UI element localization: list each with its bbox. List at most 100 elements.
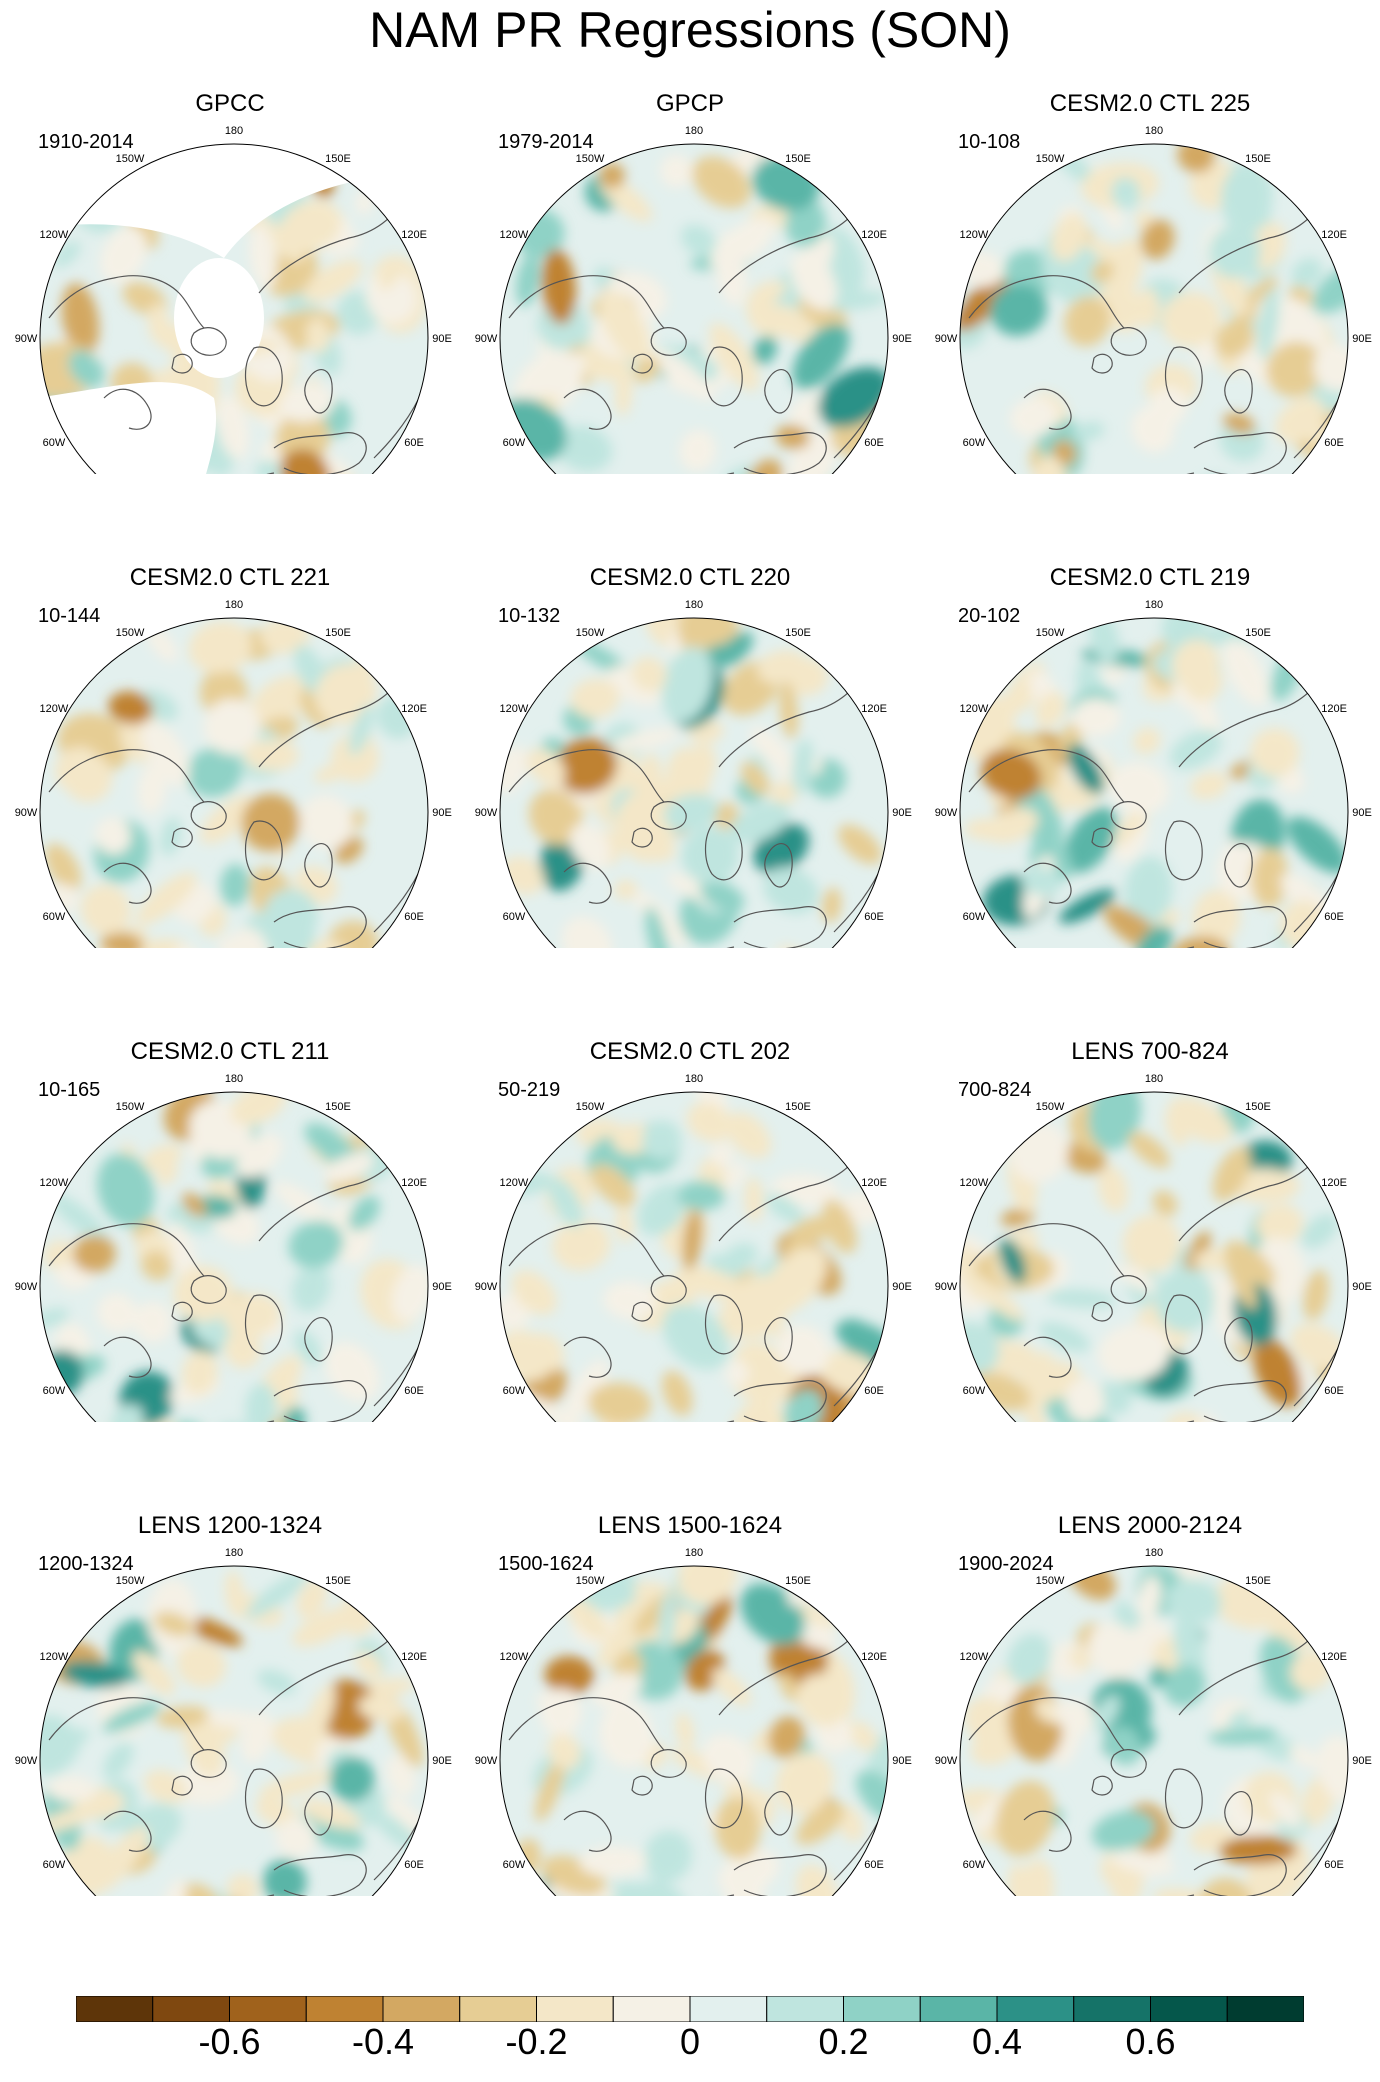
- map-boundary: [959, 1091, 1349, 1422]
- longitude-label: 150W: [1036, 1101, 1065, 1113]
- contour-region: [1223, 639, 1269, 707]
- contour-region: [724, 1243, 758, 1269]
- polar-map: 180150E120E90E60E30E030W60W90W120W150W: [15, 1073, 452, 1422]
- colorbar-tick-label: 0: [679, 2021, 701, 2062]
- contour-region: [526, 748, 566, 787]
- longitude-label: 180: [685, 1073, 703, 1085]
- longitude-label: 60E: [864, 911, 884, 923]
- coastline: [631, 827, 653, 848]
- contour-region: [1287, 816, 1348, 874]
- contour-region: [102, 1701, 161, 1733]
- contour-region: [1021, 866, 1062, 897]
- coastline: [968, 1697, 1125, 1751]
- contour-region: [95, 817, 132, 855]
- contour-region: [677, 1566, 738, 1605]
- contour-region: [1045, 1289, 1117, 1309]
- contour-region: [731, 1399, 791, 1422]
- coastline: [304, 368, 333, 414]
- contour-region: [243, 739, 299, 772]
- contour-region: [1220, 162, 1273, 233]
- contour-region: [677, 1180, 726, 1211]
- contour-region: [1167, 1097, 1233, 1143]
- coastline: [1091, 827, 1113, 848]
- contour-region: [1097, 1324, 1171, 1382]
- longitude-label: 120W: [960, 1651, 989, 1663]
- coastline: [273, 1854, 367, 1896]
- contour-region: [555, 737, 618, 794]
- longitude-label: 120W: [500, 1651, 529, 1663]
- contour-region: [354, 1651, 383, 1679]
- polar-map: 180150E120E90E60E30E030W60W90W120W150W: [935, 599, 1372, 948]
- contour-region: [1095, 1381, 1132, 1415]
- contour-region: [378, 262, 402, 290]
- contour-region: [1230, 276, 1278, 331]
- coastline: [650, 1749, 687, 1778]
- colorbar-box: [919, 1996, 998, 2022]
- contour-region: [1214, 320, 1255, 359]
- contour-region: [263, 888, 319, 944]
- contour-region: [323, 1152, 375, 1183]
- coastline: [733, 1854, 827, 1896]
- longitude-label: 120E: [1321, 229, 1347, 241]
- contour-region: [613, 879, 638, 900]
- contour-region: [348, 1196, 380, 1231]
- coastline: [733, 432, 827, 474]
- contour-region: [275, 1817, 317, 1858]
- contour-region: [699, 880, 745, 911]
- contour-region: [329, 1756, 375, 1802]
- contour-region: [678, 429, 717, 472]
- map-panel: CESM2.0 CTL 21920-102180150E120E90E60E30…: [920, 474, 1380, 948]
- colorbar-box: [612, 1996, 691, 2022]
- contour-region: [103, 1742, 134, 1779]
- contour-region: [682, 1208, 703, 1271]
- contour-region: [632, 890, 688, 947]
- coastline: [1193, 432, 1287, 474]
- contour-region: [985, 808, 1039, 844]
- contour-region: [1275, 397, 1326, 444]
- longitude-label: 120W: [40, 1651, 69, 1663]
- colorbar-box: [459, 1996, 537, 2022]
- contour-region: [40, 1805, 100, 1833]
- contour-region: [1191, 889, 1241, 948]
- longitude-label: 120E: [1321, 703, 1347, 715]
- contour-region: [1010, 1341, 1060, 1410]
- contour-region: [1223, 413, 1256, 435]
- contour-region: [94, 1826, 149, 1892]
- contour-region: [133, 1301, 173, 1343]
- contour-region: [72, 1234, 116, 1273]
- contour-region: [599, 162, 625, 189]
- contour-region: [763, 1247, 827, 1314]
- contour-region: [137, 762, 167, 814]
- colorbar-tick-label: 0.4: [971, 2021, 1023, 2062]
- map-boundary: [39, 617, 429, 948]
- contour-region: [241, 793, 300, 852]
- contour-region: [258, 1770, 332, 1800]
- contour-region: [160, 1878, 187, 1896]
- panel-period: 1979-2014: [498, 131, 594, 153]
- map-panel: CESM2.0 CTL 21110-165180150E120E90E60E30…: [0, 948, 460, 1422]
- contour-region: [1064, 1378, 1105, 1422]
- contour-region: [570, 678, 620, 719]
- contour-region: [245, 1382, 277, 1422]
- contour-region: [357, 1695, 405, 1722]
- coastline: [1023, 388, 1072, 430]
- contour-region: [791, 738, 814, 796]
- panel-title: CESM2.0 CTL 219: [1049, 564, 1251, 591]
- coastline: [48, 1223, 205, 1277]
- coastline: [704, 1768, 743, 1829]
- longitude-label: 90W: [475, 807, 498, 819]
- contour-region: [1152, 1190, 1178, 1217]
- colorbar-box: [766, 1996, 844, 2022]
- contour-region: [778, 1672, 800, 1703]
- colorbar-tick-label: -0.6: [198, 2021, 261, 2062]
- longitude-label: 150W: [116, 1575, 145, 1587]
- polar-map: 180150E120E90E60E30E030W60W90W120W150W: [475, 599, 912, 948]
- polar-map: 180150E120E90E60E30E030W60W90W120W150W: [475, 125, 912, 474]
- coastline: [1224, 1790, 1253, 1836]
- contour-region: [1259, 1636, 1307, 1703]
- coastline: [1110, 1749, 1147, 1778]
- contour-region: [303, 259, 363, 303]
- contour-region: [718, 631, 754, 667]
- coastline: [1193, 906, 1287, 948]
- contour-region: [1166, 1578, 1222, 1624]
